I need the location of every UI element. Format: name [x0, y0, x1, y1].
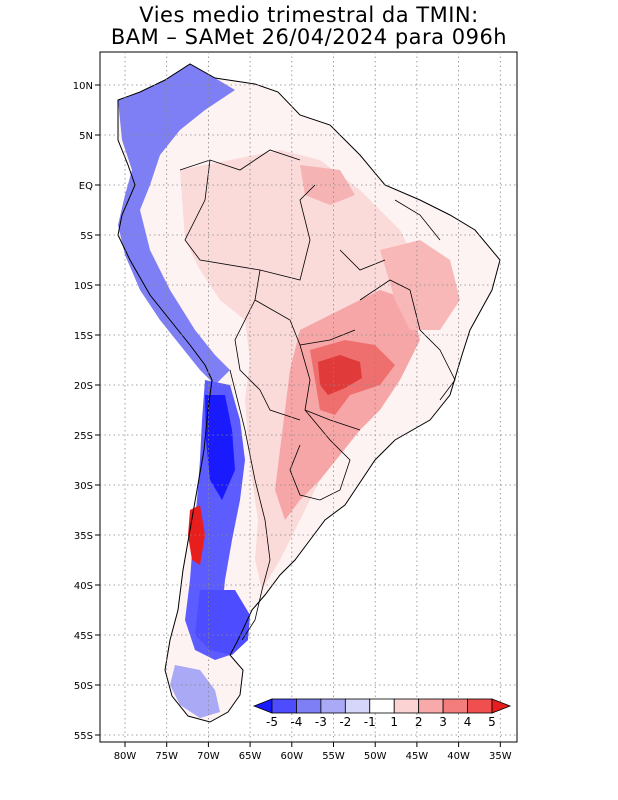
lat-tick-label: 45S	[74, 631, 93, 642]
lon-tick-label: 35W	[489, 751, 512, 762]
bias-plus-2-region	[275, 290, 420, 520]
lat-tick-label: 20S	[74, 381, 93, 392]
lat-tick-label: 10N	[73, 81, 93, 92]
lat-tick-label: EQ	[79, 181, 93, 192]
country-borders	[179, 149, 456, 641]
map-title-line2: BAM – SAMet 26/04/2024 para 096h	[110, 25, 508, 49]
lat-tick-label: 40S	[74, 581, 93, 592]
colorbar-label: 2	[415, 715, 423, 729]
lat-tick-label: 5N	[79, 131, 93, 142]
colorbar-box	[344, 698, 371, 714]
axes: 80W 75W 70W 65W 60W 55W 50W 45W 40W 35W 10N 5N EQ 5S 1…	[73, 81, 512, 762]
colorbar: -5 -4 -3 -2 -1 1 2 3 4 5	[252, 698, 512, 729]
colorbar-box	[467, 698, 493, 714]
lon-tick-label: 55W	[322, 751, 345, 762]
colorbar-label: 1	[390, 715, 398, 729]
colorbar-box	[271, 698, 297, 714]
colorbar-label: -2	[339, 715, 351, 729]
colorbar-label: -5	[266, 715, 278, 729]
bias-minus-5-core	[205, 395, 235, 500]
bias-minus-andes-north	[118, 64, 235, 385]
lat-tick-label: 30S	[74, 481, 93, 492]
lat-tick-label: 35S	[74, 531, 93, 542]
bias-plus-2-amazon	[300, 165, 355, 205]
lon-tick-label: 50W	[364, 751, 387, 762]
lat-tick-label: 55S	[74, 731, 93, 742]
colorbar-label: 3	[439, 715, 447, 729]
colorbar-max-arrow	[491, 698, 512, 714]
lat-tick-label: 50S	[74, 681, 93, 692]
colorbar-box	[442, 698, 468, 714]
colorbar-label: -1	[364, 715, 376, 729]
bias-plus-4-region	[318, 355, 362, 395]
lat-tick-label: 15S	[74, 331, 93, 342]
colorbar-label: -3	[315, 715, 327, 729]
colorbar-box	[418, 698, 444, 714]
colorbar-label: 5	[488, 715, 496, 729]
colorbar-label: 4	[464, 715, 472, 729]
map-field	[100, 52, 517, 742]
map-title-line1: Vies medio trimestral da TMIN:	[139, 3, 479, 27]
colorbar-box	[296, 698, 322, 714]
coastline	[117, 63, 501, 723]
lon-tick-label: 45W	[406, 751, 429, 762]
colorbar-box	[320, 698, 346, 714]
colorbar-box	[393, 698, 420, 714]
lon-tick-label: 60W	[280, 751, 303, 762]
colorbar-label: -4	[290, 715, 302, 729]
lon-tick-label: 65W	[239, 751, 262, 762]
lon-tick-label: 80W	[114, 751, 137, 762]
lat-tick-label: 10S	[74, 281, 93, 292]
lat-tick-label: 25S	[74, 431, 93, 442]
graticule	[100, 52, 517, 742]
lon-tick-label: 70W	[197, 751, 220, 762]
lon-tick-label: 75W	[155, 751, 178, 762]
lon-tick-label: 40W	[447, 751, 470, 762]
lat-tick-label: 5S	[80, 231, 93, 242]
colorbar-box	[369, 698, 395, 714]
bias-minus-tierra-del-fuego	[170, 665, 220, 718]
